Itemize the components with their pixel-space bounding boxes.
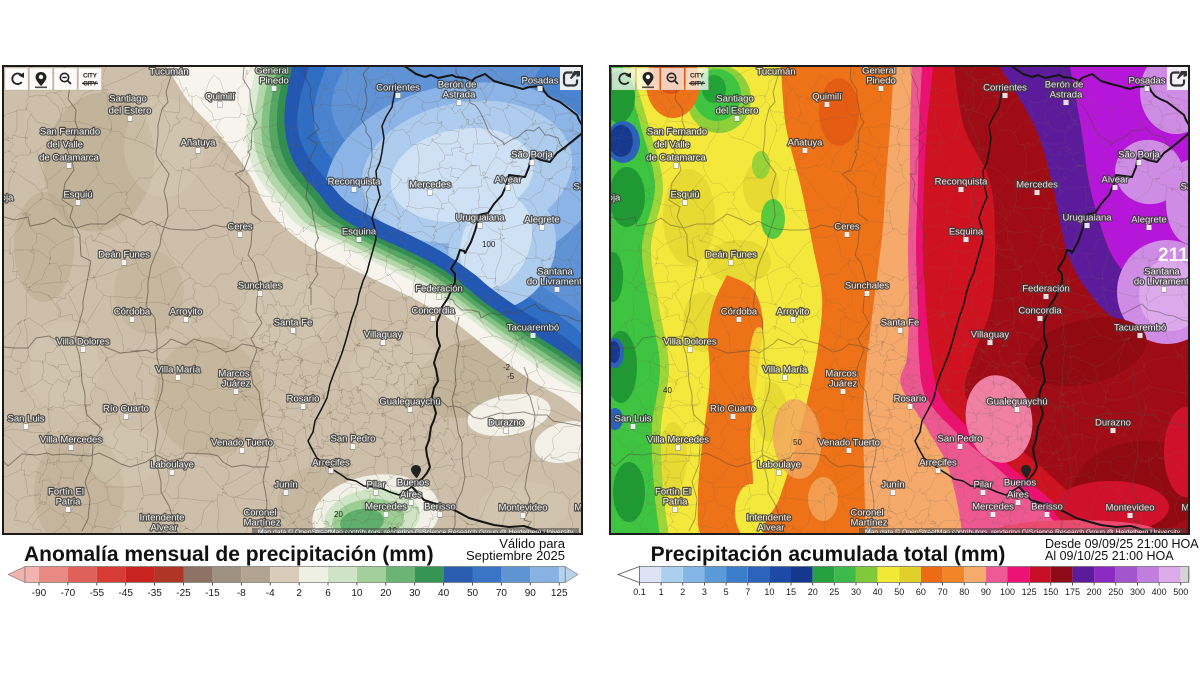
svg-text:CITY: CITY <box>83 73 98 80</box>
svg-text:20: 20 <box>380 588 392 599</box>
svg-text:100: 100 <box>482 240 496 249</box>
svg-text:15: 15 <box>786 587 796 597</box>
svg-text:80: 80 <box>959 587 969 597</box>
svg-text:20: 20 <box>334 510 343 519</box>
svg-text:300: 300 <box>1130 587 1145 597</box>
svg-text:125: 125 <box>551 588 568 599</box>
svg-text:150: 150 <box>1043 587 1058 597</box>
svg-text:-4: -4 <box>266 588 275 599</box>
svg-text:175: 175 <box>1065 587 1080 597</box>
svg-text:2: 2 <box>296 588 302 599</box>
svg-text:70: 70 <box>496 588 508 599</box>
svg-text:10: 10 <box>351 588 363 599</box>
svg-text:60: 60 <box>916 587 926 597</box>
svg-text:2: 2 <box>680 587 685 597</box>
svg-text:500: 500 <box>1173 587 1188 597</box>
svg-text:-8: -8 <box>237 588 246 599</box>
svg-text:-45: -45 <box>118 588 133 599</box>
svg-text:40: 40 <box>873 587 883 597</box>
svg-text:90: 90 <box>981 587 991 597</box>
svg-text:211: 211 <box>1158 245 1188 266</box>
svg-text:-90: -90 <box>32 588 47 599</box>
svg-text:250: 250 <box>1108 587 1123 597</box>
svg-text:1: 1 <box>659 587 664 597</box>
svg-text:25: 25 <box>829 587 839 597</box>
svg-text:-25: -25 <box>176 588 191 599</box>
svg-text:10: 10 <box>764 587 774 597</box>
svg-text:CITY: CITY <box>83 81 98 88</box>
svg-text:30: 30 <box>409 588 421 599</box>
svg-text:5: 5 <box>724 587 729 597</box>
svg-text:50: 50 <box>894 587 904 597</box>
svg-text:6: 6 <box>325 588 331 599</box>
svg-text:CITY: CITY <box>690 81 705 88</box>
svg-text:40: 40 <box>438 588 450 599</box>
svg-text:70: 70 <box>938 587 948 597</box>
svg-text:50: 50 <box>467 588 479 599</box>
svg-text:-15: -15 <box>205 588 220 599</box>
svg-text:-55: -55 <box>90 588 105 599</box>
svg-text:40: 40 <box>663 386 672 395</box>
svg-text:200: 200 <box>1087 587 1102 597</box>
svg-text:50: 50 <box>793 438 802 447</box>
svg-text:-35: -35 <box>147 588 162 599</box>
svg-text:0.1: 0.1 <box>633 587 646 597</box>
svg-text:7: 7 <box>745 587 750 597</box>
svg-text:CITY: CITY <box>690 73 705 80</box>
svg-text:3: 3 <box>702 587 707 597</box>
svg-text:20: 20 <box>808 587 818 597</box>
svg-text:-2: -2 <box>503 363 511 372</box>
svg-text:30: 30 <box>851 587 861 597</box>
svg-text:400: 400 <box>1152 587 1167 597</box>
svg-text:-70: -70 <box>61 588 76 599</box>
svg-text:125: 125 <box>1022 587 1037 597</box>
svg-text:90: 90 <box>525 588 537 599</box>
svg-text:-5: -5 <box>507 372 515 381</box>
svg-text:100: 100 <box>1000 587 1015 597</box>
